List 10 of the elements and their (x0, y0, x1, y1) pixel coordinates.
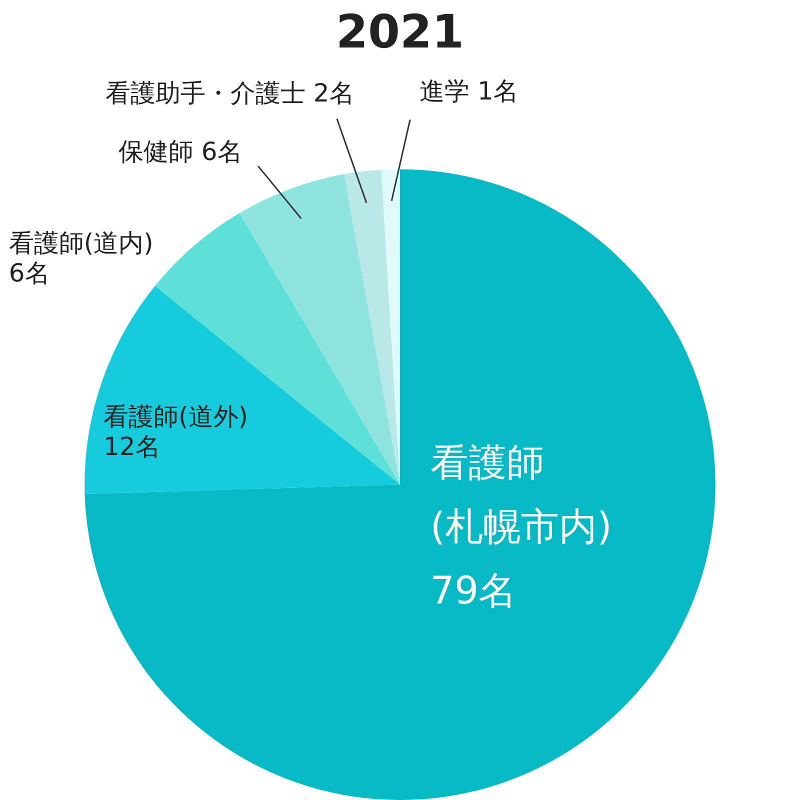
chart-title: 2021 (336, 4, 464, 59)
slice-label: 看護師(札幌市内) (430, 440, 612, 548)
slice-label: 進学 1名 (420, 76, 518, 106)
slice-label: 看護師(道外) (104, 402, 248, 431)
slice-label: 看護師(道内) (8, 228, 154, 258)
data-label: 6名 (8, 258, 50, 288)
data-label: 12名 (104, 432, 160, 461)
data-label: 79名 (430, 568, 517, 612)
slice-label: 保健師 6名 (118, 136, 242, 166)
slice-label: 看護助手・介護士 2名 (105, 78, 354, 108)
